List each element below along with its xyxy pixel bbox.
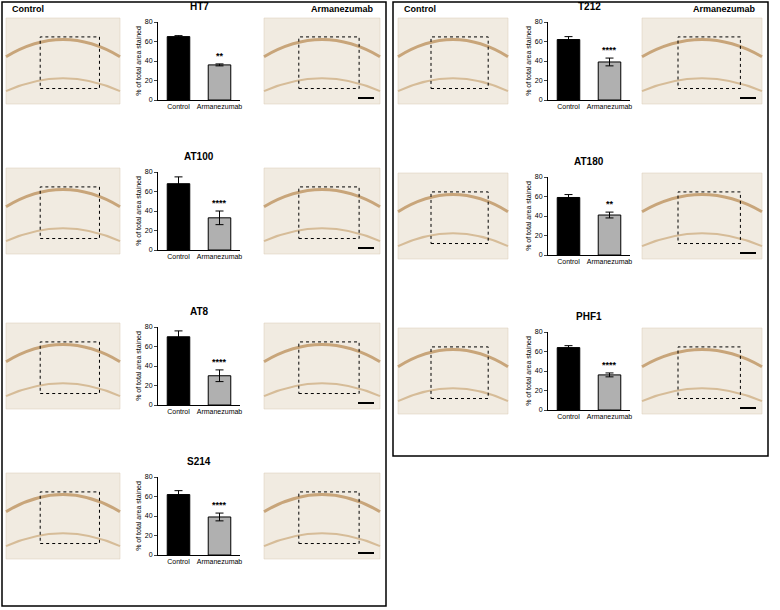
svg-text:AT180: AT180 [574, 156, 604, 167]
svg-text:AT100: AT100 [184, 151, 214, 162]
svg-text:20: 20 [535, 232, 543, 239]
svg-text:% of total area stained: % of total area stained [135, 331, 142, 401]
svg-text:HT7: HT7 [190, 1, 209, 12]
svg-text:20: 20 [145, 227, 153, 234]
svg-text:****: **** [212, 500, 227, 510]
svg-text:Armanezumab: Armanezumab [587, 413, 633, 420]
svg-text:****: **** [212, 198, 227, 208]
svg-text:60: 60 [145, 343, 153, 350]
svg-text:80: 80 [145, 323, 153, 330]
svg-text:80: 80 [535, 173, 543, 180]
svg-text:0: 0 [149, 246, 153, 253]
svg-text:20: 20 [145, 77, 153, 84]
svg-text:Control: Control [167, 558, 190, 565]
svg-text:Armanezumab: Armanezumab [197, 408, 243, 415]
svg-text:20: 20 [145, 532, 153, 539]
svg-text:Armanezumab: Armanezumab [197, 253, 243, 260]
svg-text:80: 80 [535, 328, 543, 335]
svg-text:Control: Control [404, 4, 436, 14]
svg-text:Control: Control [557, 413, 580, 420]
svg-text:Armanezumab: Armanezumab [311, 4, 374, 14]
svg-text:40: 40 [145, 362, 153, 369]
svg-text:0: 0 [149, 401, 153, 408]
svg-text:60: 60 [145, 188, 153, 195]
svg-text:% of total area stained: % of total area stained [135, 481, 142, 551]
svg-text:40: 40 [145, 57, 153, 64]
svg-text:60: 60 [535, 193, 543, 200]
svg-text:Control: Control [12, 4, 44, 14]
svg-text:0: 0 [539, 251, 543, 258]
svg-text:80: 80 [145, 473, 153, 480]
svg-text:% of total area stained: % of total area stained [525, 26, 532, 96]
svg-text:60: 60 [145, 493, 153, 500]
svg-text:0: 0 [539, 96, 543, 103]
svg-text:% of total area stained: % of total area stained [135, 176, 142, 246]
svg-text:20: 20 [145, 382, 153, 389]
svg-text:% of total area stained: % of total area stained [135, 26, 142, 96]
svg-text:0: 0 [149, 96, 153, 103]
svg-text:0: 0 [149, 551, 153, 558]
svg-text:**: ** [606, 199, 614, 209]
svg-text:80: 80 [535, 18, 543, 25]
svg-text:20: 20 [535, 77, 543, 84]
svg-text:40: 40 [535, 367, 543, 374]
svg-text:Control: Control [167, 408, 190, 415]
svg-text:60: 60 [535, 38, 543, 45]
svg-text:****: **** [602, 45, 617, 55]
svg-text:****: **** [212, 357, 227, 367]
svg-text:Armanezumab: Armanezumab [197, 558, 243, 565]
svg-text:Control: Control [557, 103, 580, 110]
svg-text:80: 80 [145, 18, 153, 25]
svg-text:Armanezumab: Armanezumab [587, 103, 633, 110]
svg-text:% of total area stained: % of total area stained [525, 336, 532, 406]
svg-text:0: 0 [539, 406, 543, 413]
svg-text:40: 40 [535, 57, 543, 64]
svg-text:60: 60 [535, 348, 543, 355]
svg-text:****: **** [602, 360, 617, 370]
svg-text:80: 80 [145, 168, 153, 175]
svg-text:AT8: AT8 [190, 306, 209, 317]
svg-text:Control: Control [167, 103, 190, 110]
svg-text:Control: Control [167, 253, 190, 260]
svg-text:Armanezumab: Armanezumab [693, 4, 756, 14]
svg-text:40: 40 [145, 207, 153, 214]
svg-text:% of total area stained: % of total area stained [525, 181, 532, 251]
svg-text:Armanezumab: Armanezumab [197, 103, 243, 110]
svg-text:Armanezumab: Armanezumab [587, 258, 633, 265]
svg-text:40: 40 [145, 512, 153, 519]
svg-text:Control: Control [557, 258, 580, 265]
svg-text:**: ** [216, 51, 224, 61]
svg-text:PHF1: PHF1 [576, 311, 602, 322]
svg-text:T212: T212 [578, 1, 601, 12]
svg-text:60: 60 [145, 38, 153, 45]
svg-text:20: 20 [535, 387, 543, 394]
svg-text:S214: S214 [187, 456, 211, 467]
svg-text:40: 40 [535, 212, 543, 219]
